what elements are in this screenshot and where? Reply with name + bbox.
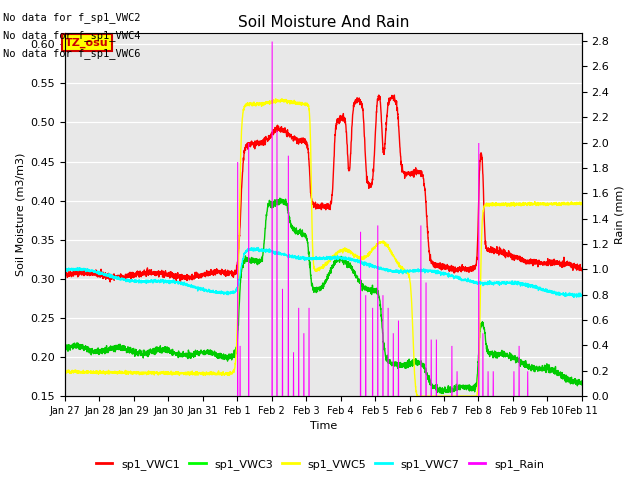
X-axis label: Time: Time (310, 421, 337, 432)
Y-axis label: Rain (mm): Rain (mm) (615, 185, 625, 244)
Text: No data for f_sp1_VWC6: No data for f_sp1_VWC6 (3, 48, 141, 60)
Text: TZ_osu: TZ_osu (65, 37, 109, 48)
Title: Soil Moisture And Rain: Soil Moisture And Rain (237, 15, 409, 30)
Text: No data for f_sp1_VWC2: No data for f_sp1_VWC2 (3, 12, 141, 23)
Text: No data for f_sp1_VWC4: No data for f_sp1_VWC4 (3, 30, 141, 41)
Legend: sp1_VWC1, sp1_VWC3, sp1_VWC5, sp1_VWC7, sp1_Rain: sp1_VWC1, sp1_VWC3, sp1_VWC5, sp1_VWC7, … (92, 455, 548, 474)
Y-axis label: Soil Moisture (m3/m3): Soil Moisture (m3/m3) (15, 153, 25, 276)
